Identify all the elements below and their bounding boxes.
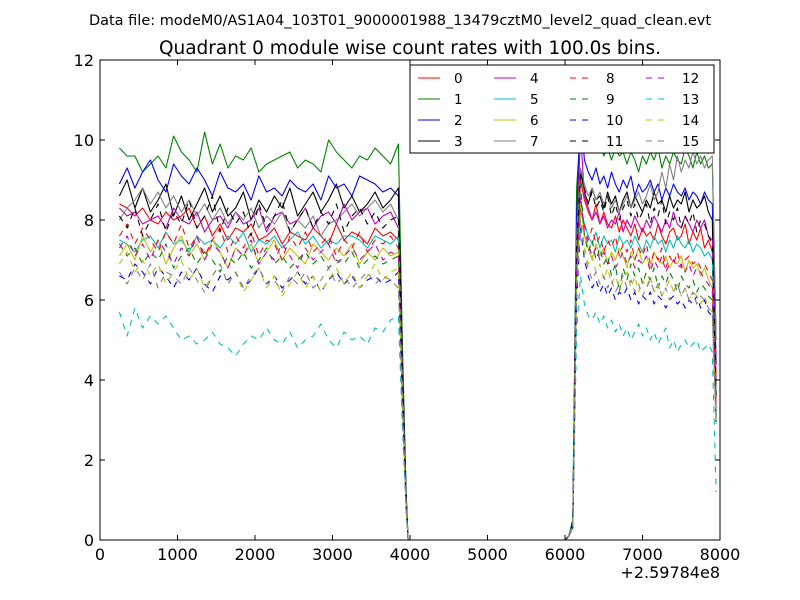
plot-area bbox=[118, 107, 717, 540]
legend-label-3: 3 bbox=[454, 134, 463, 150]
series-line-11 bbox=[118, 171, 717, 540]
suptitle: Data file: modeM0/AS1A04_103T01_90000019… bbox=[89, 13, 711, 29]
legend-label-6: 6 bbox=[530, 113, 539, 129]
legend-label-9: 9 bbox=[606, 92, 615, 108]
y-tick-label: 12 bbox=[74, 51, 94, 70]
series-line-7 bbox=[118, 151, 717, 540]
series-line-2 bbox=[118, 107, 717, 540]
x-tick-label: 6000 bbox=[545, 545, 586, 564]
series-line-13 bbox=[118, 275, 717, 540]
x-tick-label: 8000 bbox=[700, 545, 741, 564]
series-line-15 bbox=[118, 219, 717, 540]
x-tick-label: 3000 bbox=[312, 545, 353, 564]
legend-label-8: 8 bbox=[606, 71, 615, 87]
legend-label-15: 15 bbox=[682, 134, 699, 150]
series-line-3 bbox=[118, 171, 717, 540]
chart-title: Quadrant 0 module wise count rates with … bbox=[159, 38, 661, 59]
legend-label-4: 4 bbox=[530, 71, 539, 87]
x-axis: 0 1000 2000 3000 4000 5000 6000 7000 8000 bbox=[95, 60, 740, 564]
legend-label-7: 7 bbox=[530, 134, 539, 150]
y-tick-label: 6 bbox=[84, 291, 94, 310]
legend-label-13: 13 bbox=[682, 92, 699, 108]
series-line-0 bbox=[119, 179, 717, 540]
x-tick-label: 5000 bbox=[467, 545, 508, 564]
series-line-6 bbox=[118, 199, 717, 540]
legend-label-10: 10 bbox=[606, 113, 623, 129]
legend-label-11: 11 bbox=[606, 134, 623, 150]
y-tick-label: 10 bbox=[74, 131, 94, 150]
x-tick-label: 7000 bbox=[622, 545, 663, 564]
legend-label-12: 12 bbox=[682, 71, 699, 87]
x-tick-label: 1000 bbox=[157, 545, 198, 564]
series-line-9 bbox=[118, 183, 717, 540]
series-line-10 bbox=[119, 227, 717, 540]
y-tick-label: 4 bbox=[84, 371, 94, 390]
series-line-12 bbox=[118, 195, 717, 540]
y-tick-label: 8 bbox=[84, 211, 94, 230]
y-tick-label: 2 bbox=[84, 451, 94, 470]
series-line-4 bbox=[119, 131, 717, 540]
legend-label-2: 2 bbox=[454, 113, 463, 129]
series-line-8 bbox=[118, 207, 717, 540]
series-line-1 bbox=[119, 127, 717, 540]
legend-label-0: 0 bbox=[454, 71, 463, 87]
x-offset-label: +2.59784e8 bbox=[620, 563, 720, 582]
series-line-5 bbox=[119, 203, 717, 540]
legend-label-14: 14 bbox=[682, 113, 699, 129]
x-tick-label: 0 bbox=[95, 545, 105, 564]
legend-frame bbox=[409, 64, 715, 154]
legend-label-5: 5 bbox=[530, 92, 539, 108]
x-tick-label: 2000 bbox=[235, 545, 276, 564]
x-tick-label: 4000 bbox=[390, 545, 431, 564]
y-tick-label: 0 bbox=[84, 531, 94, 550]
legend-label-1: 1 bbox=[454, 92, 463, 108]
